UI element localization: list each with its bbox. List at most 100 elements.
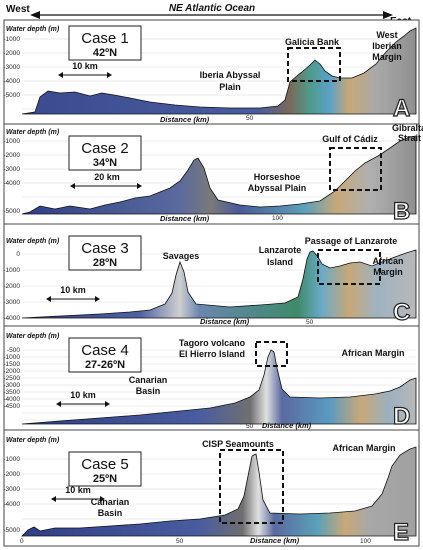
panel-d-ylabel: Water depth (m) xyxy=(6,333,60,340)
panel-c-feature-savages: Savages xyxy=(163,251,200,261)
panel-e-yticks: -1000 -2000 -3000 -4000 -5000 xyxy=(3,456,20,534)
svg-text:-1000: -1000 xyxy=(3,36,20,43)
panel-d-case-lat: 27-26ºN xyxy=(85,359,125,371)
svg-text:10 km: 10 km xyxy=(60,285,86,295)
svg-text:-4000: -4000 xyxy=(3,315,20,322)
svg-text:-5000: -5000 xyxy=(3,92,20,99)
arrow-right-icon xyxy=(383,11,393,19)
panel-a-case-lat: 42ºN xyxy=(93,47,117,59)
panel-d-case-title: Case 4 xyxy=(81,342,129,359)
panel-a-ylabel: Water depth (m) xyxy=(6,26,60,33)
header-west: West xyxy=(6,4,30,15)
panel-c-profile xyxy=(21,249,417,319)
panel-b-xtick: 100 xyxy=(272,215,283,222)
svg-text:-2000: -2000 xyxy=(3,368,20,375)
panel-d: -500 -1000 -1500 -2000 -2500 -3000 -3500… xyxy=(3,325,420,431)
svg-text:-500: -500 xyxy=(7,347,20,354)
panel-d-feature-hierro: El Hierro Island xyxy=(179,349,245,359)
panel-e: -1000 -2000 -3000 -4000 -5000 Water dept… xyxy=(3,429,420,547)
panel-e-xtick-100: 100 xyxy=(360,538,371,545)
svg-text:10 km: 10 km xyxy=(72,61,98,71)
svg-text:-3000: -3000 xyxy=(3,64,20,71)
panel-c-xlabel: Distance (km) xyxy=(200,317,250,326)
svg-text:10 km: 10 km xyxy=(70,390,96,400)
panel-c-ylabel: Water depth (m) xyxy=(6,238,60,245)
panel-c-feature-passage: Passage of Lanzarote xyxy=(305,236,398,246)
panel-d-feature-tagoro: Tagoro volcano xyxy=(179,338,246,348)
panel-a-xtick: 50 xyxy=(246,115,254,122)
panel-e-feature-canarian: Canarian xyxy=(91,497,130,507)
panel-a-feature-galicia: Galicia Bank xyxy=(285,37,340,47)
panel-d-xtick: 50 xyxy=(246,423,254,430)
header-ocean: NE Atlantic Ocean xyxy=(169,3,255,14)
svg-text:-1000: -1000 xyxy=(3,138,20,145)
panel-a-feature-abyssal: Iberia Abyssal xyxy=(200,70,261,80)
panel-a-letter: A xyxy=(393,95,410,122)
panel-e-xtick-0: 0 xyxy=(20,538,24,545)
panel-e-letter: E xyxy=(393,519,409,546)
panel-d-letter: D xyxy=(393,403,410,430)
panel-a-yticks: -1000 -2000 -3000 -4000 -5000 xyxy=(3,36,20,99)
panel-b: -1000 -2000 -3000 -4000 -5000 Water dept… xyxy=(3,123,423,226)
panel-c-feature-island: Island xyxy=(267,257,293,267)
panel-b-case-title: Case 2 xyxy=(81,140,129,157)
svg-text:-2000: -2000 xyxy=(3,283,20,290)
panel-d-feature-basin: Basin xyxy=(136,386,161,396)
panel-e-case-lat: 25ºN xyxy=(93,473,117,485)
panel-a-scale-bar: 10 km xyxy=(58,61,112,78)
svg-text:10 km: 10 km xyxy=(65,485,91,495)
panel-c-case-box xyxy=(68,235,142,271)
svg-text:-5000: -5000 xyxy=(3,208,20,215)
panel-c: 0 -1000 -2000 -3000 -4000 Water depth (m… xyxy=(3,223,420,327)
panel-b-case-lat: 34ºN xyxy=(93,157,117,169)
panel-c-scale-bar: 10 km xyxy=(46,285,100,302)
svg-text:-4500: -4500 xyxy=(3,403,20,410)
panel-a-case-title: Case 1 xyxy=(81,30,129,47)
svg-text:-3000: -3000 xyxy=(3,382,20,389)
svg-text:-2000: -2000 xyxy=(3,471,20,478)
svg-text:-4000: -4000 xyxy=(3,78,20,85)
panel-c-case-title: Case 3 xyxy=(81,240,129,257)
panel-e-highlight-box xyxy=(219,449,284,524)
panel-e-scale-bar: 10 km xyxy=(51,485,105,502)
panel-e-ylabel: Water depth (m) xyxy=(6,437,60,444)
svg-text:-3500: -3500 xyxy=(3,389,20,396)
panel-a: -1000 -2000 -3000 -4000 -5000 Water dept… xyxy=(3,19,420,125)
panel-b-feature-strait: Strait xyxy=(398,133,421,143)
panel-e-xtick-50: 50 xyxy=(176,538,184,545)
panel-e-case-box xyxy=(68,451,142,487)
panel-d-feature-canarian: Canarian xyxy=(129,375,168,385)
svg-text:-1000: -1000 xyxy=(3,354,20,361)
panel-c-feature-margin: Margin xyxy=(373,267,403,277)
panel-b-scale-bar: 20 km xyxy=(70,172,142,189)
panel-c-feature-lanzarote: Lanzarote xyxy=(259,245,302,255)
panel-d-highlight-box xyxy=(255,341,288,367)
panel-e-profile xyxy=(21,446,417,537)
svg-text:-4000: -4000 xyxy=(3,501,20,508)
svg-text:-3000: -3000 xyxy=(3,486,20,493)
panel-a-feature-iberian: Iberian xyxy=(372,41,402,51)
panel-b-highlight-box xyxy=(329,147,382,191)
panel-e-feature-cisp: CISP Seamounts xyxy=(202,439,274,449)
panel-a-feature-west: West xyxy=(376,30,397,40)
panel-b-case-box xyxy=(68,135,142,171)
panel-a-xlabel: Distance (km) xyxy=(160,115,210,124)
panel-b-yticks: -1000 -2000 -3000 -4000 -5000 xyxy=(3,138,20,215)
panel-d-xlabel: Distance (km) xyxy=(262,421,312,430)
panel-b-feature-horseshoe: Horseshoe xyxy=(254,172,301,182)
panel-a-profile xyxy=(21,27,417,115)
panel-a-highlight-box xyxy=(287,47,341,82)
panel-c-xtick: 50 xyxy=(306,319,314,326)
panel-a-feature-margin: Margin xyxy=(372,52,402,62)
panel-b-ylabel: Water depth (m) xyxy=(6,129,60,136)
panel-d-profile xyxy=(21,349,417,425)
svg-text:0: 0 xyxy=(16,251,20,258)
svg-text:-5000: -5000 xyxy=(3,527,20,534)
panel-c-letter: C xyxy=(393,299,410,326)
panel-b-feature-abyssal: Abyssal Plain xyxy=(248,183,307,193)
panel-c-case-lat: 28ºN xyxy=(93,257,117,269)
svg-text:-4000: -4000 xyxy=(3,396,20,403)
svg-text:-3000: -3000 xyxy=(3,166,20,173)
arrow-left-icon xyxy=(30,11,40,19)
